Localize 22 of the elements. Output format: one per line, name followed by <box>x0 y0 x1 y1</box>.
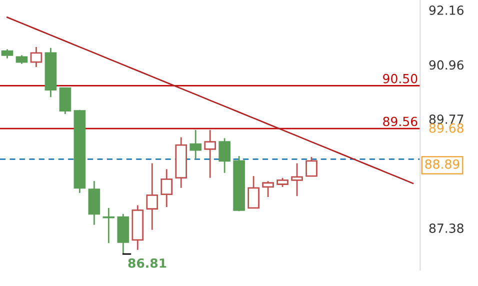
candlestick <box>59 87 72 115</box>
candlestick <box>160 168 173 208</box>
y-tick-label: 89.77 <box>429 114 464 124</box>
ref-line-label: 90.50 <box>383 74 418 84</box>
y-tick-label: 89.68 <box>429 123 464 133</box>
candlestick <box>262 180 274 198</box>
ref-line-label: 88.89 <box>425 159 460 169</box>
annotation: 86.81 <box>128 258 166 268</box>
candlestick <box>146 162 158 231</box>
candlestick <box>248 175 260 209</box>
candlestick <box>1 48 14 60</box>
candlestick <box>190 129 202 160</box>
ref-line-label: 89.56 <box>383 116 418 126</box>
y-tick-label: 87.38 <box>429 224 464 233</box>
candlestick <box>276 177 288 188</box>
candlestick <box>306 156 318 177</box>
candlestick <box>204 129 216 179</box>
candlestick <box>291 162 303 197</box>
y-tick-label: 92.16 <box>429 6 464 15</box>
candlestick <box>218 137 230 174</box>
candlestick <box>30 46 42 68</box>
y-tick-label: 90.96 <box>429 60 464 70</box>
